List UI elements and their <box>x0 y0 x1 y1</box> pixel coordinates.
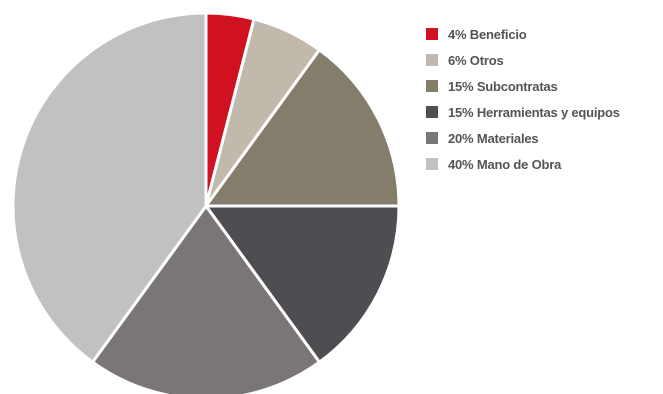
legend-label: 6% Otros <box>448 53 503 68</box>
pie-slices <box>11 11 401 394</box>
legend-swatch <box>426 132 438 144</box>
legend-label: 4% Beneficio <box>448 27 527 42</box>
legend-label: 20% Materiales <box>448 131 538 146</box>
legend-label: 15% Subcontratas <box>448 79 558 94</box>
chart-legend: 4% Beneficio 6% Otros 15% Subcontratas 15% … <box>426 27 620 172</box>
legend-swatch <box>426 158 438 170</box>
legend-item-15-herramientas-y-equipos: 15% Herramientas y equipos <box>426 105 620 120</box>
legend-item-15-subcontratas: 15% Subcontratas <box>426 79 558 94</box>
legend-swatch <box>426 106 438 118</box>
legend-item-6-otros: 6% Otros <box>426 53 504 68</box>
pie-slice-15-subcontratas <box>204 48 401 208</box>
pie-slice-20-materiales <box>91 204 321 394</box>
legend-item-4-beneficio: 4% Beneficio <box>426 27 527 42</box>
pie-slice-40-mano-de-obra <box>11 11 208 364</box>
legend-swatch <box>426 28 438 40</box>
legend-label: 40% Mano de Obra <box>448 157 562 172</box>
pie-slice-15-herramientas-y-equipos <box>204 204 401 364</box>
legend-item-40-mano-de-obra: 40% Mano de Obra <box>426 157 562 172</box>
legend-label: 15% Herramientas y equipos <box>448 105 620 120</box>
legend-item-20-materiales: 20% Materiales <box>426 131 539 146</box>
legend-swatch <box>426 80 438 92</box>
legend-swatch <box>426 54 438 66</box>
